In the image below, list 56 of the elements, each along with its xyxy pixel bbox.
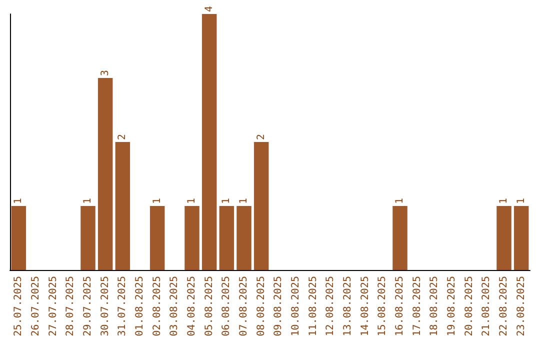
data-label: 1 [13, 198, 24, 204]
data-label: 1 [516, 198, 527, 204]
x-tick-label: 01.08.2025 [134, 276, 146, 336]
x-tick-label: 14.08.2025 [360, 276, 371, 336]
data-label: 1 [498, 198, 510, 204]
x-tick-label: 29.07.2025 [82, 276, 94, 336]
data-label: 1 [186, 198, 198, 204]
bar [11, 206, 26, 270]
x-tick-label: 09.08.2025 [273, 276, 284, 336]
data-label: 1 [152, 198, 163, 204]
bar [115, 142, 130, 270]
data-label: 2 [256, 134, 267, 140]
x-tick-label: 12.08.2025 [325, 276, 336, 336]
bar [98, 78, 113, 270]
x-tick-label: 17.08.2025 [412, 276, 423, 336]
x-tick-label: 11.08.2025 [308, 276, 319, 336]
x-tick-label: 10.08.2025 [290, 276, 302, 336]
data-label: 1 [221, 198, 232, 204]
x-tick-label: 20.08.2025 [464, 276, 475, 336]
x-tick-label: 06.08.2025 [221, 276, 232, 336]
data-label: 1 [82, 198, 94, 204]
data-label: 1 [238, 198, 250, 204]
x-tick-label: 19.08.2025 [446, 276, 458, 336]
x-tick-label: 18.08.2025 [429, 276, 440, 336]
bar [392, 206, 408, 270]
x-tick-label: 31.07.2025 [117, 276, 128, 336]
x-tick-label: 04.08.2025 [186, 276, 198, 336]
x-tick-label: 13.08.2025 [342, 276, 354, 336]
x-tick-label: 02.08.2025 [152, 276, 163, 336]
data-label: 1 [394, 198, 406, 204]
x-tick-label: 15.08.2025 [377, 276, 388, 336]
x-tick-label: 22.08.2025 [498, 276, 510, 336]
data-label: 3 [100, 70, 111, 76]
x-tick-label: 16.08.2025 [394, 276, 406, 336]
x-tick-label: 03.08.2025 [169, 276, 180, 336]
bar [236, 206, 252, 270]
bar [496, 206, 512, 270]
x-tick-label: 25.07.2025 [13, 276, 24, 336]
data-label: 4 [204, 6, 215, 12]
x-tick-label: 21.08.2025 [481, 276, 492, 336]
x-tick-label: 08.08.2025 [256, 276, 267, 336]
x-tick-label: 05.08.2025 [204, 276, 215, 336]
x-tick-label: 26.07.2025 [30, 276, 42, 336]
x-tick-label: 27.07.2025 [48, 276, 59, 336]
bar [254, 142, 269, 270]
bar [184, 206, 200, 270]
bar [219, 206, 234, 270]
x-tick-label: 28.07.2025 [65, 276, 76, 336]
x-tick-label: 07.08.2025 [238, 276, 250, 336]
data-label: 2 [117, 134, 128, 140]
bar [80, 206, 96, 270]
x-tick-label: 30.07.2025 [100, 276, 111, 336]
x-tick-label: 23.08.2025 [516, 276, 527, 336]
bar [150, 206, 165, 270]
bar [514, 206, 529, 270]
bar [202, 14, 217, 270]
